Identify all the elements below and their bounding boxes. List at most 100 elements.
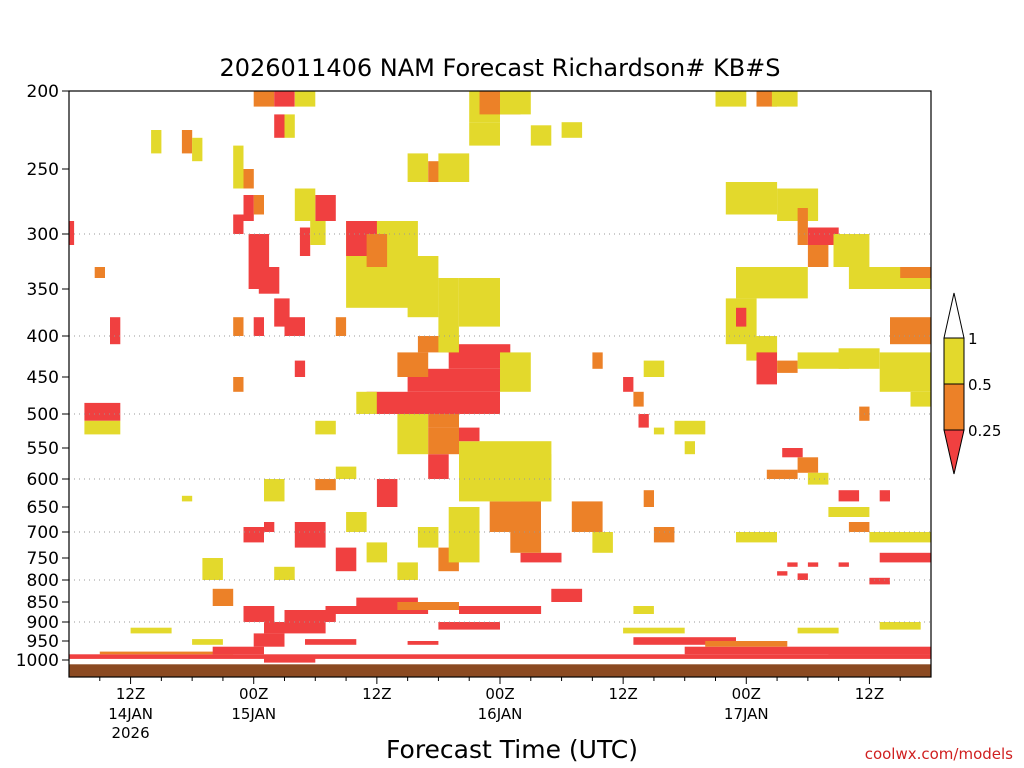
ri-cell-red-18: [633, 637, 736, 645]
colorbar-cap-red: [943, 429, 965, 475]
ri-cell-red-84: [69, 221, 75, 245]
ri-cell-red-30: [428, 454, 449, 479]
ri-cell-orange-136: [571, 501, 603, 532]
y-tick-label-300: 300: [27, 225, 59, 245]
ri-cell-red-131: [838, 562, 849, 567]
ri-cell-yellow-101: [736, 267, 808, 299]
y-tick-label-850: 850: [27, 593, 59, 613]
ri-cell-yellow-57: [438, 153, 470, 182]
ri-cell-yellow-66: [305, 91, 316, 107]
ri-cell-red-114: [623, 377, 634, 392]
colorbar-cap-white: [943, 292, 965, 339]
y-axis: 200 250 300 350 400 450 500 550 600 650 700 7508008…: [16, 82, 69, 671]
ri-cell-red-116: [638, 414, 649, 428]
ri-cell-red-64: [274, 91, 295, 107]
ri-cell-yellow-146: [346, 512, 367, 532]
ri-cell-yellow-37: [520, 454, 552, 502]
x-tick-date-66: 17JAN: [724, 705, 769, 723]
ri-cell-yellow-111: [910, 391, 931, 407]
ri-cell-red-123: [838, 490, 860, 502]
ri-cell-red-75: [258, 267, 280, 294]
ri-cell-yellow-23: [797, 627, 839, 634]
ri-cell-red-96: [807, 227, 839, 245]
ri-cell-orange-121: [766, 469, 798, 479]
ri-cell-yellow-68: [284, 114, 295, 138]
ri-cell-red-71: [233, 214, 244, 234]
x-tick-label-54: 12Z: [608, 685, 637, 703]
ri-cell-red-1: [69, 654, 931, 659]
y-tick-label-450: 450: [27, 368, 59, 388]
ri-cell-orange-70: [243, 169, 254, 189]
ri-cell-red-0: [264, 658, 316, 663]
ri-cell-orange-138: [653, 527, 675, 543]
ri-cell-yellow-69: [233, 145, 244, 189]
y-tick-label-900: 900: [27, 613, 59, 633]
ri-cell-yellow-125: [828, 507, 870, 517]
ri-cell-red-142: [243, 527, 264, 543]
colorbar-band-orange: [943, 383, 965, 431]
y-tick-label-400: 400: [27, 327, 59, 347]
ri-cell-yellow-127: [869, 532, 931, 543]
ri-cell-orange-98: [807, 245, 829, 267]
plot-area: [69, 91, 931, 678]
ri-cell-yellow-147: [335, 466, 357, 479]
ri-cell-orange-91: [756, 91, 777, 107]
ri-cell-orange-82: [181, 130, 193, 154]
ri-cell-yellow-25: [130, 627, 172, 634]
y-tick-label-650: 650: [27, 498, 59, 518]
colorbar-label-1: 1: [968, 330, 978, 348]
ri-cell-yellow-118: [674, 420, 706, 435]
source-credit: coolwx.com/models: [865, 745, 1013, 763]
x-tick-label-30: 12Z: [362, 685, 391, 703]
ri-cell-orange-155: [233, 317, 244, 336]
colorbar-legend: 1 0.5 0.25: [943, 292, 1001, 475]
x-tick-label-42: 00Z: [485, 685, 514, 703]
y-tick-label-550: 550: [27, 439, 59, 459]
ri-cell-orange-73: [253, 195, 264, 215]
ri-cell-red-154: [284, 317, 305, 336]
ri-cell-orange-53: [366, 234, 388, 267]
ri-cell-red-27: [294, 522, 326, 548]
ri-cell-red-87: [84, 402, 121, 421]
ri-cell-orange-47: [428, 427, 459, 455]
ri-cell-red-124: [879, 490, 890, 502]
ri-cell-orange-63: [253, 91, 275, 107]
ri-cell-red-86: [110, 317, 121, 345]
colorbar-label-0.25: 0.25: [968, 422, 1001, 440]
ri-cell-red-14: [551, 588, 583, 602]
ri-cell-yellow-54: [459, 278, 500, 327]
ri-cell-orange-19: [705, 641, 788, 647]
ri-cell-red-132: [777, 571, 788, 576]
ri-cell-orange-120: [797, 457, 819, 473]
ri-cell-orange-85: [94, 267, 105, 278]
ri-cell-yellow-80: [310, 221, 326, 245]
ri-cell-yellow-55: [407, 153, 429, 182]
ri-cell-red-129: [787, 562, 798, 567]
x-tick-date-42: 16JAN: [478, 705, 523, 723]
ri-cell-yellow-150: [366, 542, 388, 563]
ri-cell-yellow-113: [643, 360, 665, 377]
ri-cell-yellow-81: [151, 130, 162, 154]
ri-cell-red-9: [356, 597, 418, 606]
ri-cell-orange-115: [633, 391, 644, 407]
ri-cell-red-15: [305, 639, 357, 645]
ri-cell-red-29: [376, 479, 398, 507]
ri-cell-yellow-151: [315, 420, 336, 435]
ri-cell-yellow-122: [807, 472, 829, 485]
ri-cell-orange-126: [848, 522, 870, 532]
ri-cell-yellow-92: [771, 91, 798, 107]
x-tick-label-6: 12Z: [116, 685, 145, 703]
ri-cell-orange-43: [397, 352, 429, 377]
ri-cell-red-20: [828, 650, 931, 655]
ri-cell-yellow-148: [397, 562, 418, 580]
y-tick-label-500: 500: [27, 405, 59, 425]
ri-cell-orange-141: [212, 588, 234, 606]
x-tick-date-18: 15JAN: [231, 705, 276, 723]
y-tick-label-750: 750: [27, 549, 59, 569]
ri-cell-yellow-22: [633, 606, 654, 614]
x-tick-date-6: 14JAN: [108, 705, 153, 723]
ri-cell-yellow-60: [500, 91, 531, 115]
ri-cell-red-40: [366, 391, 500, 414]
ri-cell-yellow-93: [725, 182, 778, 215]
